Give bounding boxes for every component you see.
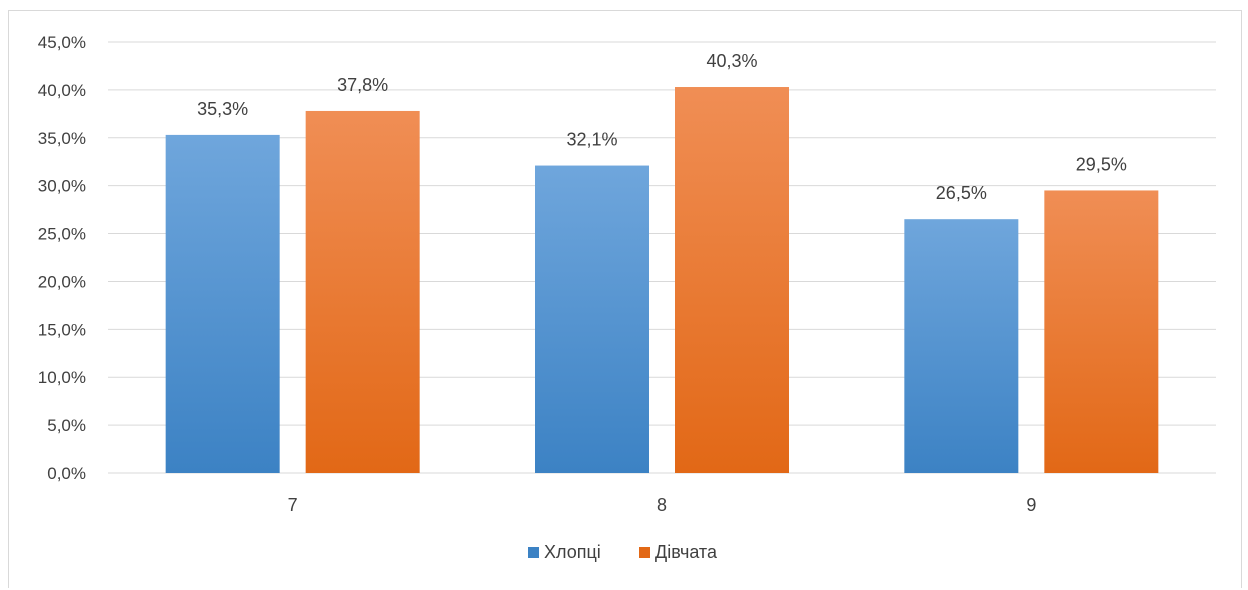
y-tick-label: 5,0% [47, 416, 86, 435]
x-tick-label: 9 [1026, 495, 1036, 515]
x-tick-label: 7 [288, 495, 298, 515]
bar-series-2 [1044, 190, 1159, 473]
data-label: 29,5% [1076, 154, 1127, 174]
y-axis-ticks: 0,0% 5,0% 10,0% 15,0% 20,0% 25,0% 30,0% 35,0% 40… [38, 33, 86, 483]
bar-series-1 [904, 219, 1019, 473]
x-axis-ticks: 7 8 9 [288, 495, 1037, 515]
data-label: 37,8% [337, 75, 388, 95]
y-tick-label: 10,0% [38, 368, 86, 387]
bar-series-1 [535, 165, 649, 473]
legend-swatch [528, 547, 539, 558]
y-tick-label: 30,0% [38, 177, 86, 196]
data-label: 40,3% [706, 51, 757, 71]
y-tick-label: 35,0% [38, 129, 86, 148]
gridlines [108, 41, 1216, 474]
bar-series-2 [305, 110, 420, 474]
y-tick-label: 20,0% [38, 272, 86, 291]
bar-series-2 [675, 87, 789, 473]
y-tick-label: 45,0% [38, 33, 86, 52]
legend: Хлопці Дівчата [528, 542, 718, 562]
legend-label: Хлопці [544, 542, 601, 562]
data-label: 26,5% [936, 183, 987, 203]
data-label: 35,3% [197, 99, 248, 119]
data-labels: 35,3% 37,8% 32,1% 40,3% 26,5% 29,5% [197, 51, 1127, 203]
x-tick-label: 8 [657, 495, 667, 515]
legend-label: Дівчата [655, 542, 718, 562]
bar-series-1 [165, 134, 280, 473]
y-tick-label: 15,0% [38, 320, 86, 339]
y-tick-label: 25,0% [38, 225, 86, 244]
y-tick-label: 0,0% [47, 464, 86, 483]
data-label: 32,1% [566, 130, 617, 150]
legend-swatch [639, 547, 650, 558]
y-tick-label: 40,0% [38, 81, 86, 100]
bars [165, 87, 1159, 474]
